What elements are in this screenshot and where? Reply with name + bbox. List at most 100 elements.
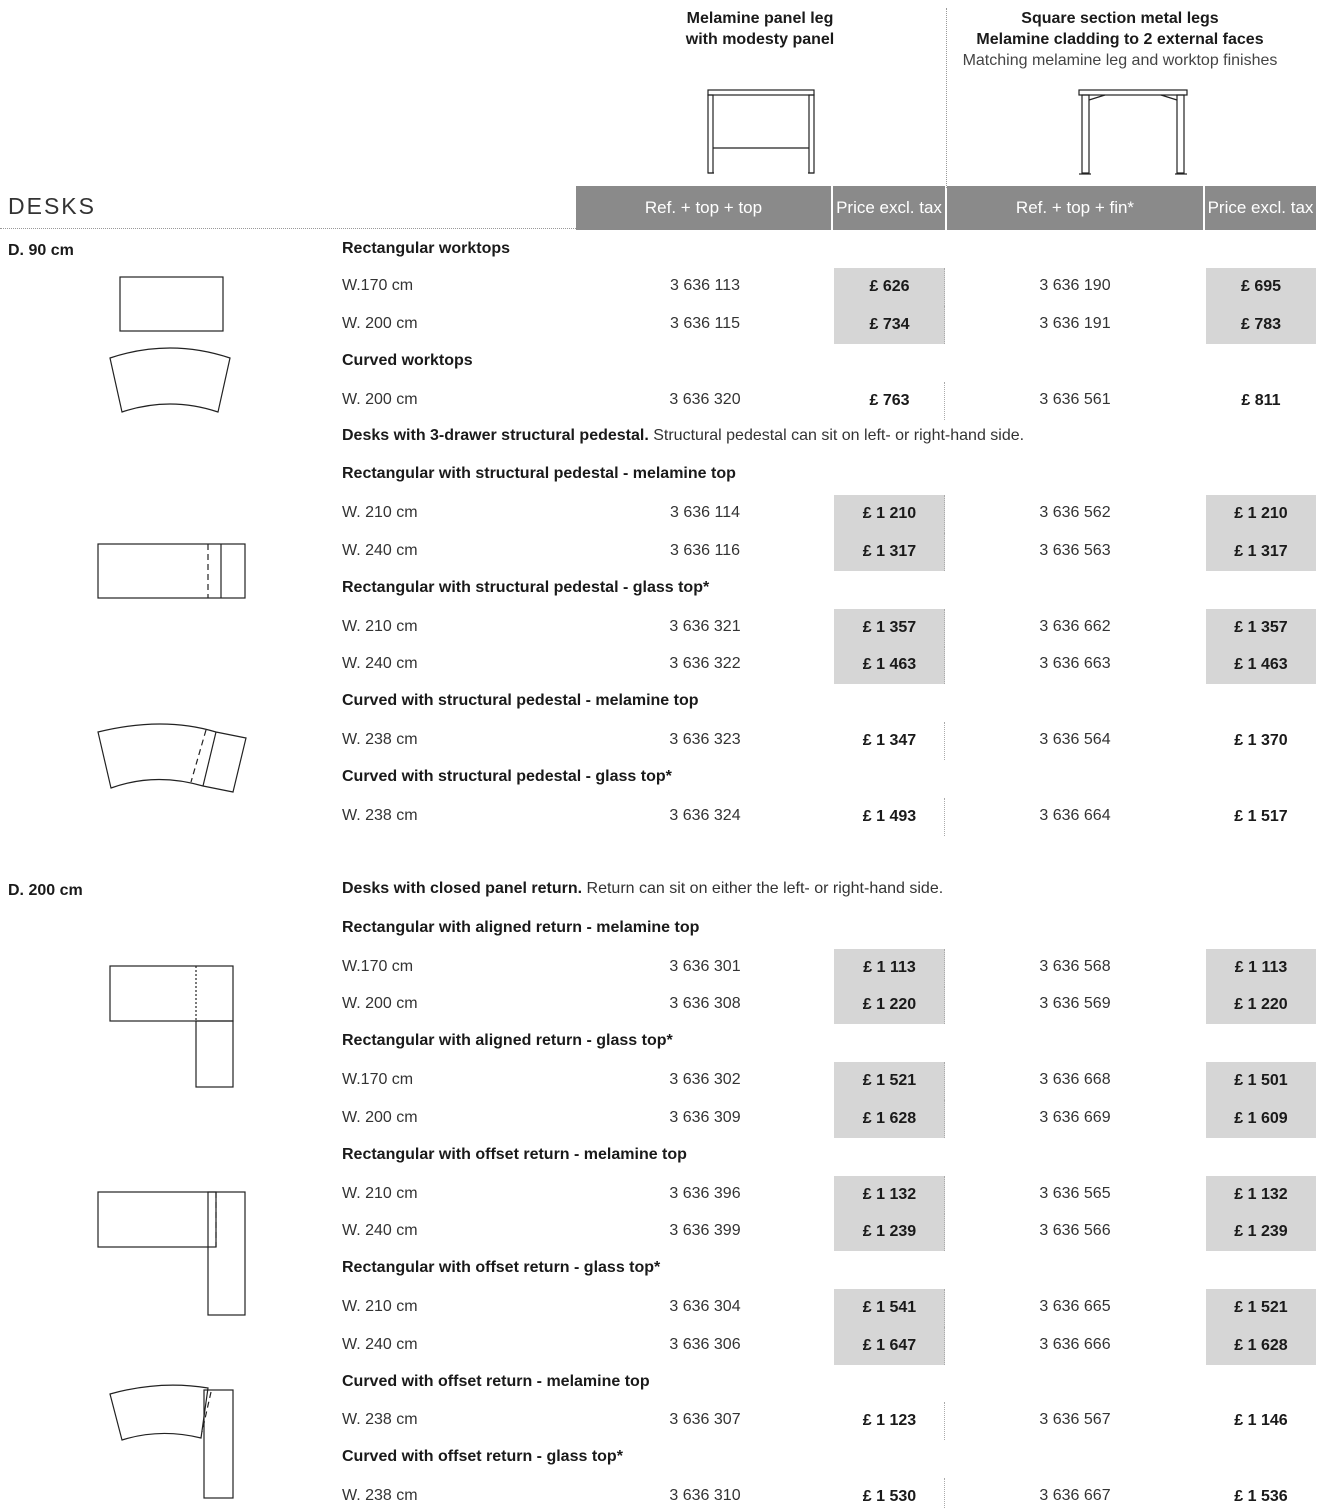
group-heading-row: Rectangular with offset return - glass t…: [0, 1251, 1319, 1289]
ref-cell: 3 636 662: [1039, 618, 1111, 635]
metal-legs-drawing: [1078, 89, 1188, 175]
group-title: Rectangular with offset return - melamin…: [342, 1146, 687, 1163]
group-title: Rectangular with offset return - glass t…: [342, 1259, 661, 1276]
width-cell: W. 238 cm: [342, 807, 418, 824]
column-divider: [944, 495, 945, 533]
table-row: W.170 cm 3 636 113 £ 626 3 636 190 £ 695: [0, 268, 1319, 306]
table-row: W. 210 cm 3 636 114 £ 1 210 3 636 562 £ 1 21…: [0, 495, 1319, 533]
column-divider: [944, 949, 945, 987]
column-header-line: with modesty panel: [685, 31, 835, 48]
ref-cell: 3 636 565: [1039, 1185, 1111, 1202]
ref-cell: 3 636 308: [669, 995, 741, 1012]
price-cell: £ 1 501: [1206, 1062, 1316, 1100]
group-title: Desks with closed panel return.: [342, 880, 583, 897]
ref-cell: 3 636 191: [1039, 315, 1111, 332]
table-row: W. 200 cm 3 636 115 £ 734 3 636 191 £ 783: [0, 306, 1319, 344]
column-divider: [944, 1176, 945, 1214]
price-cell: £ 1 210: [1206, 495, 1316, 533]
ref-cell: 3 636 668: [1039, 1071, 1111, 1088]
group-title: Rectangular with aligned return - glass …: [342, 1032, 673, 1049]
rect-aligned-return-diagram: [109, 965, 234, 1088]
column-divider: [944, 1327, 945, 1365]
width-cell: W. 238 cm: [342, 1411, 418, 1428]
width-cell: W.170 cm: [342, 277, 414, 294]
ref-cell: 3 636 564: [1039, 731, 1111, 748]
width-cell: W. 200 cm: [342, 995, 418, 1012]
price-cell: £ 1 146: [1234, 1412, 1288, 1429]
group-heading-row: Rectangular with structural pedestal - m…: [0, 457, 1319, 495]
price-cell: £ 1 220: [1206, 986, 1316, 1024]
price-cell: £ 1 357: [834, 609, 945, 647]
group-heading: Rectangular with aligned return - glass …: [342, 1032, 673, 1050]
group-heading-row: Curved worktops: [0, 344, 1319, 382]
ref-cell: 3 636 663: [1039, 655, 1111, 672]
table-row: W. 240 cm 3 636 116 £ 1 317 3 636 563 £ 1 31…: [0, 533, 1319, 571]
ref-cell: 3 636 307: [669, 1411, 741, 1428]
ref-cell: 3 636 321: [669, 618, 741, 635]
ref-cell: 3 636 324: [669, 807, 741, 824]
column-divider: [944, 1402, 945, 1440]
price-cell: £ 734: [834, 306, 945, 344]
table-row: W. 240 cm 3 636 322 £ 1 463 3 636 663 £ 1 46…: [0, 646, 1319, 684]
table-row: W. 200 cm 3 636 309 £ 1 628 3 636 669 £ 1 60…: [0, 1100, 1319, 1138]
ref-cell: 3 636 665: [1039, 1298, 1111, 1315]
ref-cell: 3 636 302: [669, 1071, 741, 1088]
price-cell: £ 1 628: [834, 1100, 945, 1138]
curved-offset-return-diagram: [109, 1384, 234, 1499]
price-cell: £ 763: [869, 392, 910, 409]
group-heading-row: Curved with structural pedestal - melami…: [0, 684, 1319, 722]
column-divider: [944, 1213, 945, 1251]
ref-cell: 3 636 666: [1039, 1336, 1111, 1353]
price-cell: £ 1 239: [834, 1213, 945, 1251]
ref-cell: 3 636 115: [670, 315, 740, 332]
price-cell: £ 1 113: [834, 949, 945, 987]
column-header-line: Melamine panel leg: [686, 10, 834, 27]
table-row: W. 210 cm 3 636 321 £ 1 357 3 636 662 £ 1 35…: [0, 609, 1319, 647]
price-cell: £ 1 123: [862, 1412, 917, 1429]
price-cell: £ 811: [1241, 392, 1281, 409]
column-divider: [944, 382, 945, 420]
width-cell: W. 210 cm: [342, 618, 418, 635]
column-header-line: Matching melamine leg and worktop finish…: [962, 52, 1278, 69]
table-row: W. 240 cm 3 636 399 £ 1 239 3 636 566 £ 1 23…: [0, 1213, 1319, 1251]
group-heading: Curved with structural pedestal - melami…: [342, 692, 699, 710]
width-cell: W. 210 cm: [342, 1298, 418, 1315]
ref-cell: 3 636 563: [1039, 542, 1111, 559]
ref-cell: 3 636 309: [669, 1109, 741, 1126]
price-cell: £ 695: [1206, 268, 1316, 306]
group-title: Curved worktops: [342, 352, 473, 369]
group-heading-row: Curved with offset return - glass top*: [0, 1440, 1319, 1478]
group-heading-row: Rectangular with structural pedestal - g…: [0, 571, 1319, 609]
divider: [0, 228, 580, 229]
group-title: Rectangular worktops: [342, 240, 511, 257]
column-divider: [944, 722, 945, 760]
price-cell: £ 1 493: [862, 808, 917, 825]
width-cell: W. 210 cm: [342, 504, 418, 521]
group-title: Curved with structural pedestal - glass …: [342, 768, 672, 785]
group-heading-row: Desks with 3-drawer structural pedestal.…: [0, 419, 1319, 457]
width-cell: W.170 cm: [342, 958, 414, 975]
group-heading: Rectangular with offset return - glass t…: [342, 1259, 660, 1277]
price-cell: £ 1 210: [834, 495, 945, 533]
ref-cell: 3 636 320: [669, 391, 741, 408]
width-cell: W. 240 cm: [342, 655, 418, 672]
group-heading: Rectangular with offset return - melamin…: [342, 1146, 687, 1164]
header-ref-top-top: Ref. + top + top: [576, 186, 831, 230]
table-row: W. 200 cm 3 636 320 £ 763 3 636 561 £ 811: [0, 382, 1319, 420]
price-cell: £ 1 220: [834, 986, 945, 1024]
ref-cell: 3 636 304: [669, 1298, 741, 1315]
price-cell: £ 626: [834, 268, 945, 306]
table-row: W. 240 cm 3 636 306 £ 1 647 3 636 666 £ 1 62…: [0, 1327, 1319, 1365]
ref-cell: 3 636 667: [1039, 1487, 1111, 1504]
group-note: Structural pedestal can sit on left- or …: [648, 427, 1025, 444]
width-cell: W. 238 cm: [342, 1487, 418, 1504]
width-cell: W. 238 cm: [342, 731, 418, 748]
ref-cell: 3 636 113: [670, 277, 740, 294]
group-title: Rectangular with aligned return - melami…: [342, 919, 700, 936]
price-cell: £ 1 132: [834, 1176, 945, 1214]
curved-structural-pedestal-diagram: [97, 723, 247, 793]
table-row: W. 210 cm 3 636 396 £ 1 132 3 636 565 £ 1 13…: [0, 1176, 1319, 1214]
width-cell: W. 240 cm: [342, 1336, 418, 1353]
group-heading: Rectangular with structural pedestal - g…: [342, 579, 709, 597]
price-cell: £ 1 541: [834, 1289, 945, 1327]
